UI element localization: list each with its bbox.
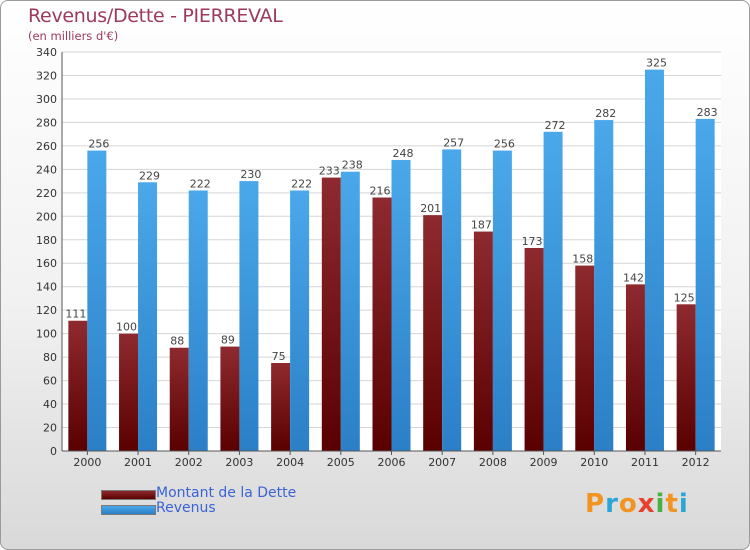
data-label-revenus: 282 [595, 107, 616, 120]
data-label-dette: 88 [170, 335, 184, 348]
logo-letter: x [637, 489, 656, 519]
y-tick-label: 20 [43, 422, 57, 435]
bar-revenus [138, 182, 158, 451]
bar-dette [372, 197, 392, 451]
bar-revenus [442, 149, 462, 451]
data-label-revenus: 257 [443, 136, 464, 149]
bar-revenus [87, 150, 107, 451]
bar-revenus [492, 150, 512, 451]
x-tick-label: 2003 [225, 456, 253, 469]
bar-dette [169, 347, 189, 451]
data-label-dette: 201 [420, 202, 441, 215]
y-tick-label: 60 [43, 375, 57, 388]
legend-swatch-dette [101, 490, 156, 500]
bar-revenus [644, 69, 664, 452]
bar-revenus [290, 190, 310, 451]
y-tick-label: 120 [36, 304, 57, 317]
proxiti-logo: Proxiti [585, 489, 689, 519]
data-label-dette: 89 [221, 334, 235, 347]
x-tick-label: 2009 [530, 456, 558, 469]
x-tick-label: 2012 [682, 456, 710, 469]
data-label-dette: 233 [319, 165, 340, 178]
y-tick-label: 0 [50, 445, 57, 458]
x-tick-label: 2001 [124, 456, 152, 469]
bar-revenus [594, 120, 614, 452]
data-label-dette: 158 [572, 253, 593, 266]
bar-revenus [543, 131, 563, 452]
data-label-dette: 100 [116, 321, 137, 334]
data-label-dette: 111 [65, 308, 86, 321]
data-label-revenus: 256 [88, 138, 109, 151]
data-label-revenus: 283 [697, 106, 718, 119]
data-label-revenus: 248 [393, 147, 414, 160]
data-label-revenus: 272 [545, 119, 566, 132]
chart-subtitle: (en milliers d'€) [28, 29, 119, 43]
x-tick-label: 2002 [175, 456, 203, 469]
logo-letter: P [585, 489, 606, 519]
bar-dette [575, 265, 595, 451]
data-label-revenus: 256 [494, 138, 515, 151]
legend-label-revenus: Revenus [156, 500, 216, 516]
data-label-revenus: 222 [190, 177, 211, 190]
x-tick-label: 2011 [631, 456, 659, 469]
y-tick-label: 240 [36, 163, 57, 176]
data-label-dette: 216 [370, 185, 391, 198]
bar-dette [676, 304, 696, 451]
y-tick-label: 200 [36, 210, 57, 223]
y-tick-label: 220 [36, 187, 57, 200]
y-tick-label: 300 [36, 93, 57, 106]
logo-letter: i [678, 489, 689, 519]
bar-dette [321, 177, 341, 452]
data-label-revenus: 229 [139, 169, 160, 182]
bar-revenus [188, 190, 208, 451]
x-tick-label: 2006 [378, 456, 406, 469]
y-tick-label: 180 [36, 234, 57, 247]
y-tick-label: 340 [36, 46, 57, 59]
data-label-dette: 75 [272, 350, 286, 363]
data-label-revenus: 325 [646, 57, 667, 70]
data-label-dette: 142 [623, 271, 644, 284]
data-label-dette: 125 [674, 291, 695, 304]
legend-swatch-revenus [101, 505, 156, 515]
bar-revenus [239, 181, 259, 451]
bar-revenus [340, 171, 360, 451]
bar-revenus [695, 118, 715, 451]
bar-revenus [391, 159, 411, 451]
y-tick-label: 40 [43, 398, 57, 411]
logo-letter: t [665, 489, 679, 519]
y-tick-label: 80 [43, 351, 57, 364]
logo-letter: i [655, 489, 666, 519]
x-tick-label: 2010 [580, 456, 608, 469]
bar-dette [68, 320, 88, 451]
x-tick-label: 2008 [479, 456, 507, 469]
bar-dette [220, 346, 240, 451]
logo-letter: r [605, 489, 619, 519]
bar-dette [473, 231, 493, 451]
y-tick-label: 160 [36, 257, 57, 270]
x-tick-label: 2004 [276, 456, 304, 469]
x-tick-label: 2000 [73, 456, 101, 469]
y-tick-label: 140 [36, 281, 57, 294]
data-label-revenus: 238 [342, 159, 363, 172]
legend-label-dette: Montant de la Dette [156, 485, 297, 501]
bar-dette [423, 215, 443, 451]
bar-dette [119, 333, 139, 451]
x-tick-label: 2005 [327, 456, 355, 469]
y-tick-label: 260 [36, 140, 57, 153]
y-tick-label: 280 [36, 116, 57, 129]
bar-dette [271, 362, 291, 451]
data-label-dette: 173 [522, 235, 543, 248]
logo-letter: o [618, 489, 638, 519]
y-tick-label: 100 [36, 328, 57, 341]
x-tick-label: 2007 [428, 456, 456, 469]
data-label-revenus: 230 [240, 168, 261, 181]
bar-dette [524, 247, 544, 451]
bar-dette [625, 284, 645, 451]
chart-title: Revenus/Dette - PIERREVAL [28, 5, 283, 27]
y-tick-label: 320 [36, 69, 57, 82]
data-label-revenus: 222 [291, 177, 312, 190]
data-label-dette: 187 [471, 219, 492, 232]
